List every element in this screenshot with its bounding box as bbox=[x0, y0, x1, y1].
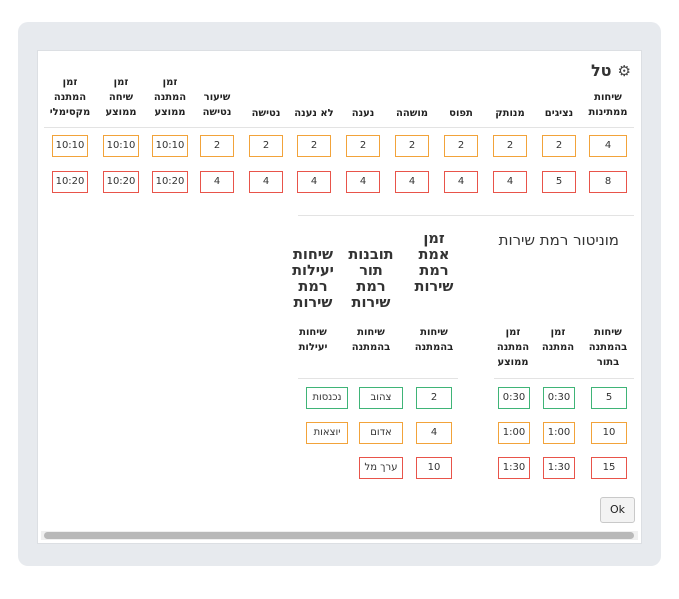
monitor-title: מוניטור רמת שירות bbox=[498, 231, 619, 249]
metric-value-field[interactable]: 10:10 bbox=[103, 135, 139, 157]
dialog-title-text: טל bbox=[591, 61, 612, 80]
monitor-header-queue-calls: שיחות בהמתנה בתור bbox=[588, 327, 628, 368]
color-label-field[interactable]: ערך מל bbox=[359, 457, 403, 479]
metric-value-field[interactable]: 2 bbox=[444, 135, 478, 157]
waiting-calls-field[interactable]: 4 bbox=[416, 422, 452, 444]
metric-header: נענה bbox=[351, 108, 375, 119]
metric-value-field[interactable]: 2 bbox=[346, 135, 380, 157]
wait-time-field[interactable]: 0:30 bbox=[543, 387, 575, 409]
metric-value-field[interactable]: 4 bbox=[493, 171, 527, 193]
metric-header: זמן שיחה ממוצע bbox=[105, 77, 137, 118]
metric-value-field[interactable]: 4 bbox=[444, 171, 478, 193]
metric-header: נציגים bbox=[544, 108, 574, 119]
monitor-header-avg-wait: זמן המתנה ממוצע bbox=[496, 327, 530, 368]
avg-wait-field[interactable]: 0:30 bbox=[498, 387, 530, 409]
metric-value-field[interactable]: 5 bbox=[542, 171, 576, 193]
ok-button[interactable]: Ok bbox=[600, 497, 635, 523]
monitor-section-title: זמן אמת רמת שירות bbox=[414, 231, 454, 295]
scrollbar-thumb[interactable] bbox=[44, 532, 634, 539]
monitor-header-waiting-calls: שיחות בהמתנה bbox=[414, 327, 454, 353]
wait-time-field[interactable]: 1:00 bbox=[543, 422, 575, 444]
metric-value-field[interactable]: 4 bbox=[249, 171, 283, 193]
metric-value-field[interactable]: 4 bbox=[297, 171, 331, 193]
monitor-header-efficient-calls: שיחות יעילות bbox=[298, 327, 328, 353]
metric-header: זמן המתנה ממוצע bbox=[153, 77, 187, 118]
header-divider bbox=[44, 127, 634, 128]
efficient-calls-field[interactable]: יוצאות bbox=[306, 422, 348, 444]
gears-icon: ⚙ bbox=[617, 61, 631, 80]
metric-value-field[interactable]: 2 bbox=[542, 135, 576, 157]
metric-value-field[interactable]: 2 bbox=[200, 135, 234, 157]
dialog-title: ⚙ טל bbox=[591, 61, 631, 80]
monitor-header-divider bbox=[494, 378, 634, 379]
metric-header: לא נענה bbox=[294, 108, 334, 119]
monitor-header-wait-time: זמן המתנה bbox=[541, 327, 575, 353]
metric-header: זמן המתנה מקסימלי bbox=[49, 77, 91, 118]
waiting-calls-field[interactable]: 2 bbox=[416, 387, 452, 409]
queue-calls-field[interactable]: 5 bbox=[591, 387, 627, 409]
metric-value-field[interactable]: 2 bbox=[249, 135, 283, 157]
avg-wait-field[interactable]: 1:00 bbox=[498, 422, 530, 444]
monitor-section-title: תובנות תור רמת שירות bbox=[348, 247, 394, 311]
metric-value-field[interactable]: 8 bbox=[589, 171, 627, 193]
metric-header: מנותק bbox=[495, 108, 525, 119]
avg-wait-field[interactable]: 1:30 bbox=[498, 457, 530, 479]
metric-value-field[interactable]: 2 bbox=[493, 135, 527, 157]
metric-header: שיחות ממתינות bbox=[588, 92, 628, 118]
monitor-header-divider-2 bbox=[298, 378, 458, 379]
efficient-calls-field[interactable]: נכנסות bbox=[306, 387, 348, 409]
section-divider bbox=[298, 215, 634, 216]
metric-header: מושהה bbox=[396, 108, 428, 119]
color-label-field[interactable]: צהוב bbox=[359, 387, 403, 409]
metric-value-field[interactable]: 2 bbox=[297, 135, 331, 157]
queue-calls-field[interactable]: 10 bbox=[591, 422, 627, 444]
metric-value-field[interactable]: 4 bbox=[200, 171, 234, 193]
monitor-section-title: שיחות יעילות רמת שירות bbox=[292, 247, 334, 311]
metric-header: תפוס bbox=[449, 108, 473, 119]
metric-value-field[interactable]: 4 bbox=[589, 135, 627, 157]
color-label-field[interactable]: אדום bbox=[359, 422, 403, 444]
metric-value-field[interactable]: 10:20 bbox=[52, 171, 88, 193]
queue-calls-field[interactable]: 15 bbox=[591, 457, 627, 479]
metric-value-field[interactable]: 10:10 bbox=[52, 135, 88, 157]
metric-header: נטישה bbox=[251, 108, 281, 119]
metric-value-field[interactable]: 10:20 bbox=[152, 171, 188, 193]
settings-dialog: ⚙ טל שיחות ממתינות נציגים מנותק תפוס מושהה נענ… bbox=[37, 50, 642, 544]
wait-time-field[interactable]: 1:30 bbox=[543, 457, 575, 479]
metric-value-field[interactable]: 10:10 bbox=[152, 135, 188, 157]
metric-value-field[interactable]: 2 bbox=[395, 135, 429, 157]
waiting-calls-field[interactable]: 10 bbox=[416, 457, 452, 479]
horizontal-scrollbar[interactable] bbox=[41, 531, 638, 540]
metric-value-field[interactable]: 4 bbox=[395, 171, 429, 193]
metric-value-field[interactable]: 10:20 bbox=[103, 171, 139, 193]
metric-header: שיעור נטישה bbox=[202, 92, 232, 118]
monitor-header-waiting-calls-2: שיחות בהמתנה bbox=[351, 327, 391, 353]
metric-value-field[interactable]: 4 bbox=[346, 171, 380, 193]
